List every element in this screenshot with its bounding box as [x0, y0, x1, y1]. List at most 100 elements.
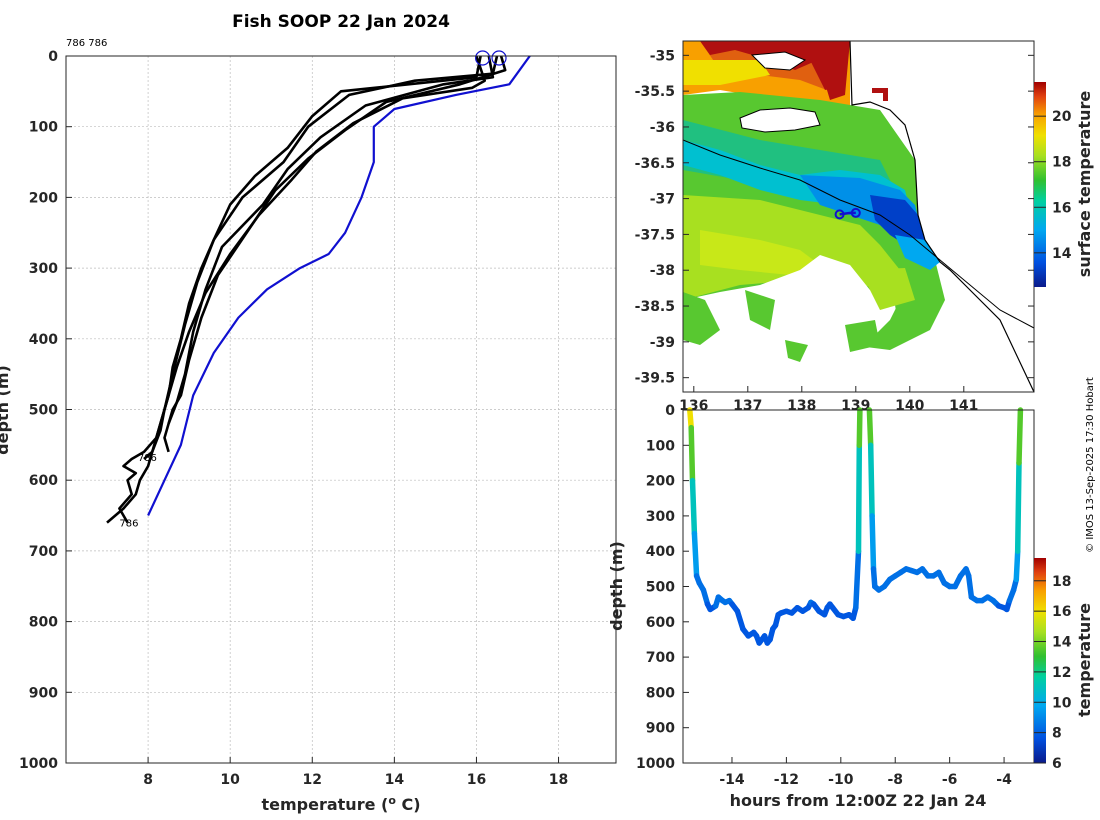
temperature-colorbar-tick-label: 14 — [1052, 635, 1072, 651]
profile-y-tick-label: 800 — [29, 615, 58, 631]
sst-map-x-tick-label: 140 — [895, 398, 924, 414]
depth-time-segment — [867, 442, 875, 519]
sst-colorbar-tick-label: 18 — [1052, 155, 1071, 171]
profile-series-line — [106, 56, 487, 524]
sst-map-x-tick-label: 138 — [787, 398, 816, 414]
temperature-colorbar-tick-label: 18 — [1052, 574, 1071, 590]
depth-time-segment — [856, 407, 863, 449]
temperature-colorbar-tick-label: 16 — [1052, 604, 1071, 620]
profile-y-tick-label: 900 — [29, 685, 58, 701]
depth-time-segment — [688, 424, 696, 484]
profile-x-tick-label: 10 — [220, 772, 240, 788]
temperature-colorbar-tick-label: 10 — [1052, 695, 1072, 711]
sst-colorbar-label: surface temperature — [1075, 91, 1094, 278]
profile-series-line — [143, 56, 499, 460]
sst-map-x-tick-label: 141 — [949, 398, 978, 414]
ship-track-marker — [834, 209, 845, 220]
profile-series-line — [118, 56, 482, 524]
depth-time-segment — [1016, 407, 1024, 466]
depth-time-segment — [853, 548, 862, 611]
depth-time-y-tick-label: 200 — [646, 474, 675, 490]
depth-time-y-tick-label: 900 — [646, 721, 675, 737]
profile-y-tick-label: 500 — [29, 403, 58, 419]
sst-map-y-tick-label: -39.5 — [635, 371, 675, 387]
depth-time-segment — [691, 530, 700, 579]
depth-time-x-tick-label: -4 — [996, 772, 1012, 788]
sst-map-y-tick-label: -38 — [650, 263, 675, 279]
depth-time-segment — [965, 573, 975, 600]
depth-time-segment — [866, 407, 874, 449]
figure-title: Fish SOOP 22 Jan 2024 — [232, 12, 450, 32]
depth-time-y-tick-label: 600 — [646, 615, 675, 631]
profile-annotation: 786 786 — [66, 38, 107, 49]
sst-map-y-tick-label: -36.5 — [635, 156, 675, 172]
depth-time-segment — [870, 566, 878, 590]
surface-marker — [475, 50, 491, 66]
depth-time-segment — [687, 407, 694, 431]
profile-series-line — [147, 56, 531, 516]
depth-time-segment — [734, 608, 746, 632]
depth-time-x-tick-label: -8 — [887, 772, 903, 788]
surface-marker — [491, 50, 507, 66]
depth-time-x-axis-label: hours from 12:00Z 22 Jan 24 — [730, 791, 987, 810]
depth-time-panel: -14 -12 -10 -8 -6 -4 0 100 200 300 400 500 600 700 80… — [607, 403, 1094, 810]
depth-time-x-tick-label: -10 — [828, 772, 854, 788]
sst-map-y-tick-label: -35.5 — [635, 84, 675, 100]
profile-x-tick-label: 14 — [385, 772, 405, 788]
depth-time-y-tick-label: 500 — [646, 580, 675, 596]
depth-time-segment — [869, 513, 877, 572]
credit-text: © IMOS 13-Sep-2025 17:30 Hobart — [1085, 377, 1096, 553]
depth-time-y-tick-label: 800 — [646, 685, 675, 701]
profile-y-tick-label: 0 — [48, 49, 58, 65]
depth-time-y-tick-label: 300 — [646, 509, 675, 525]
profile-annotation: 786 — [138, 453, 157, 464]
sst-colorbar-tick-label: 14 — [1052, 246, 1072, 262]
sst-map-y-tick-label: -39 — [650, 335, 675, 351]
depth-time-segment — [689, 477, 698, 537]
sst-map-y-tick-label: -36 — [650, 120, 675, 136]
sst-map-field — [683, 41, 1034, 392]
sst-map-y-tick-label: -38.5 — [635, 299, 675, 315]
profile-y-tick-label: 200 — [29, 190, 58, 206]
profile-x-axis-label: temperature (o C) — [261, 794, 420, 815]
depth-time-segment — [1014, 460, 1022, 554]
depth-time-y-tick-label: 1000 — [636, 756, 675, 772]
profile-x-tick-label: 18 — [549, 772, 568, 788]
sst-map-panel: 136 137 138 139 140 141 -35 -35.5 -36 -36.5 -37 -3… — [635, 40, 1094, 414]
depth-time-y-tick-label: 400 — [646, 544, 675, 560]
profile-y-tick-label: 100 — [29, 120, 58, 136]
profile-plot-frame — [65, 55, 617, 764]
sst-map-x-tick-label: 139 — [841, 398, 870, 414]
temperature-colorbar-tick-label: 8 — [1052, 726, 1062, 742]
depth-time-segment — [1013, 548, 1021, 583]
sst-map-y-tick-label: -37.5 — [635, 227, 675, 243]
depth-time-x-tick-label: -6 — [942, 772, 958, 788]
profile-y-tick-label: 1000 — [19, 756, 58, 772]
profile-series-line — [167, 56, 495, 425]
depth-time-x-tick-label: -14 — [719, 772, 745, 788]
sst-map-x-tick-label: 137 — [733, 398, 762, 414]
profile-y-tick-label: 300 — [29, 261, 58, 277]
profile-panel: 786 786 786 786 8 10 12 14 16 18 0 100 200 300 400 5… — [0, 12, 617, 815]
profile-x-tick-label: 16 — [467, 772, 486, 788]
profile-y-tick-label: 400 — [29, 332, 58, 348]
sst-colorbar-tick-label: 16 — [1052, 200, 1071, 216]
sst-colorbar-tick-label: 20 — [1052, 109, 1072, 125]
temperature-colorbar-tick-label: 12 — [1052, 665, 1071, 681]
ship-track-marker — [850, 207, 861, 218]
depth-time-y-axis-label: depth (m) — [607, 541, 626, 631]
profile-x-tick-label: 12 — [303, 772, 322, 788]
sst-map-x-tick-label: 136 — [679, 398, 708, 414]
profile-x-tick-label: 8 — [143, 772, 153, 788]
temperature-colorbar — [1034, 558, 1046, 763]
depth-time-y-tick-label: 100 — [646, 438, 675, 454]
depth-time-x-tick-label: -12 — [774, 772, 799, 788]
sst-colorbar — [1034, 82, 1046, 287]
profile-y-axis-label: depth (m) — [0, 365, 12, 455]
sst-map-y-tick-label: -35 — [650, 48, 675, 64]
temperature-colorbar-label: temperature — [1075, 603, 1094, 717]
depth-time-segment — [855, 442, 863, 554]
profile-annotation: 786 — [119, 519, 138, 530]
profile-y-tick-label: 600 — [29, 473, 58, 489]
depth-time-y-tick-label: 0 — [665, 403, 675, 419]
